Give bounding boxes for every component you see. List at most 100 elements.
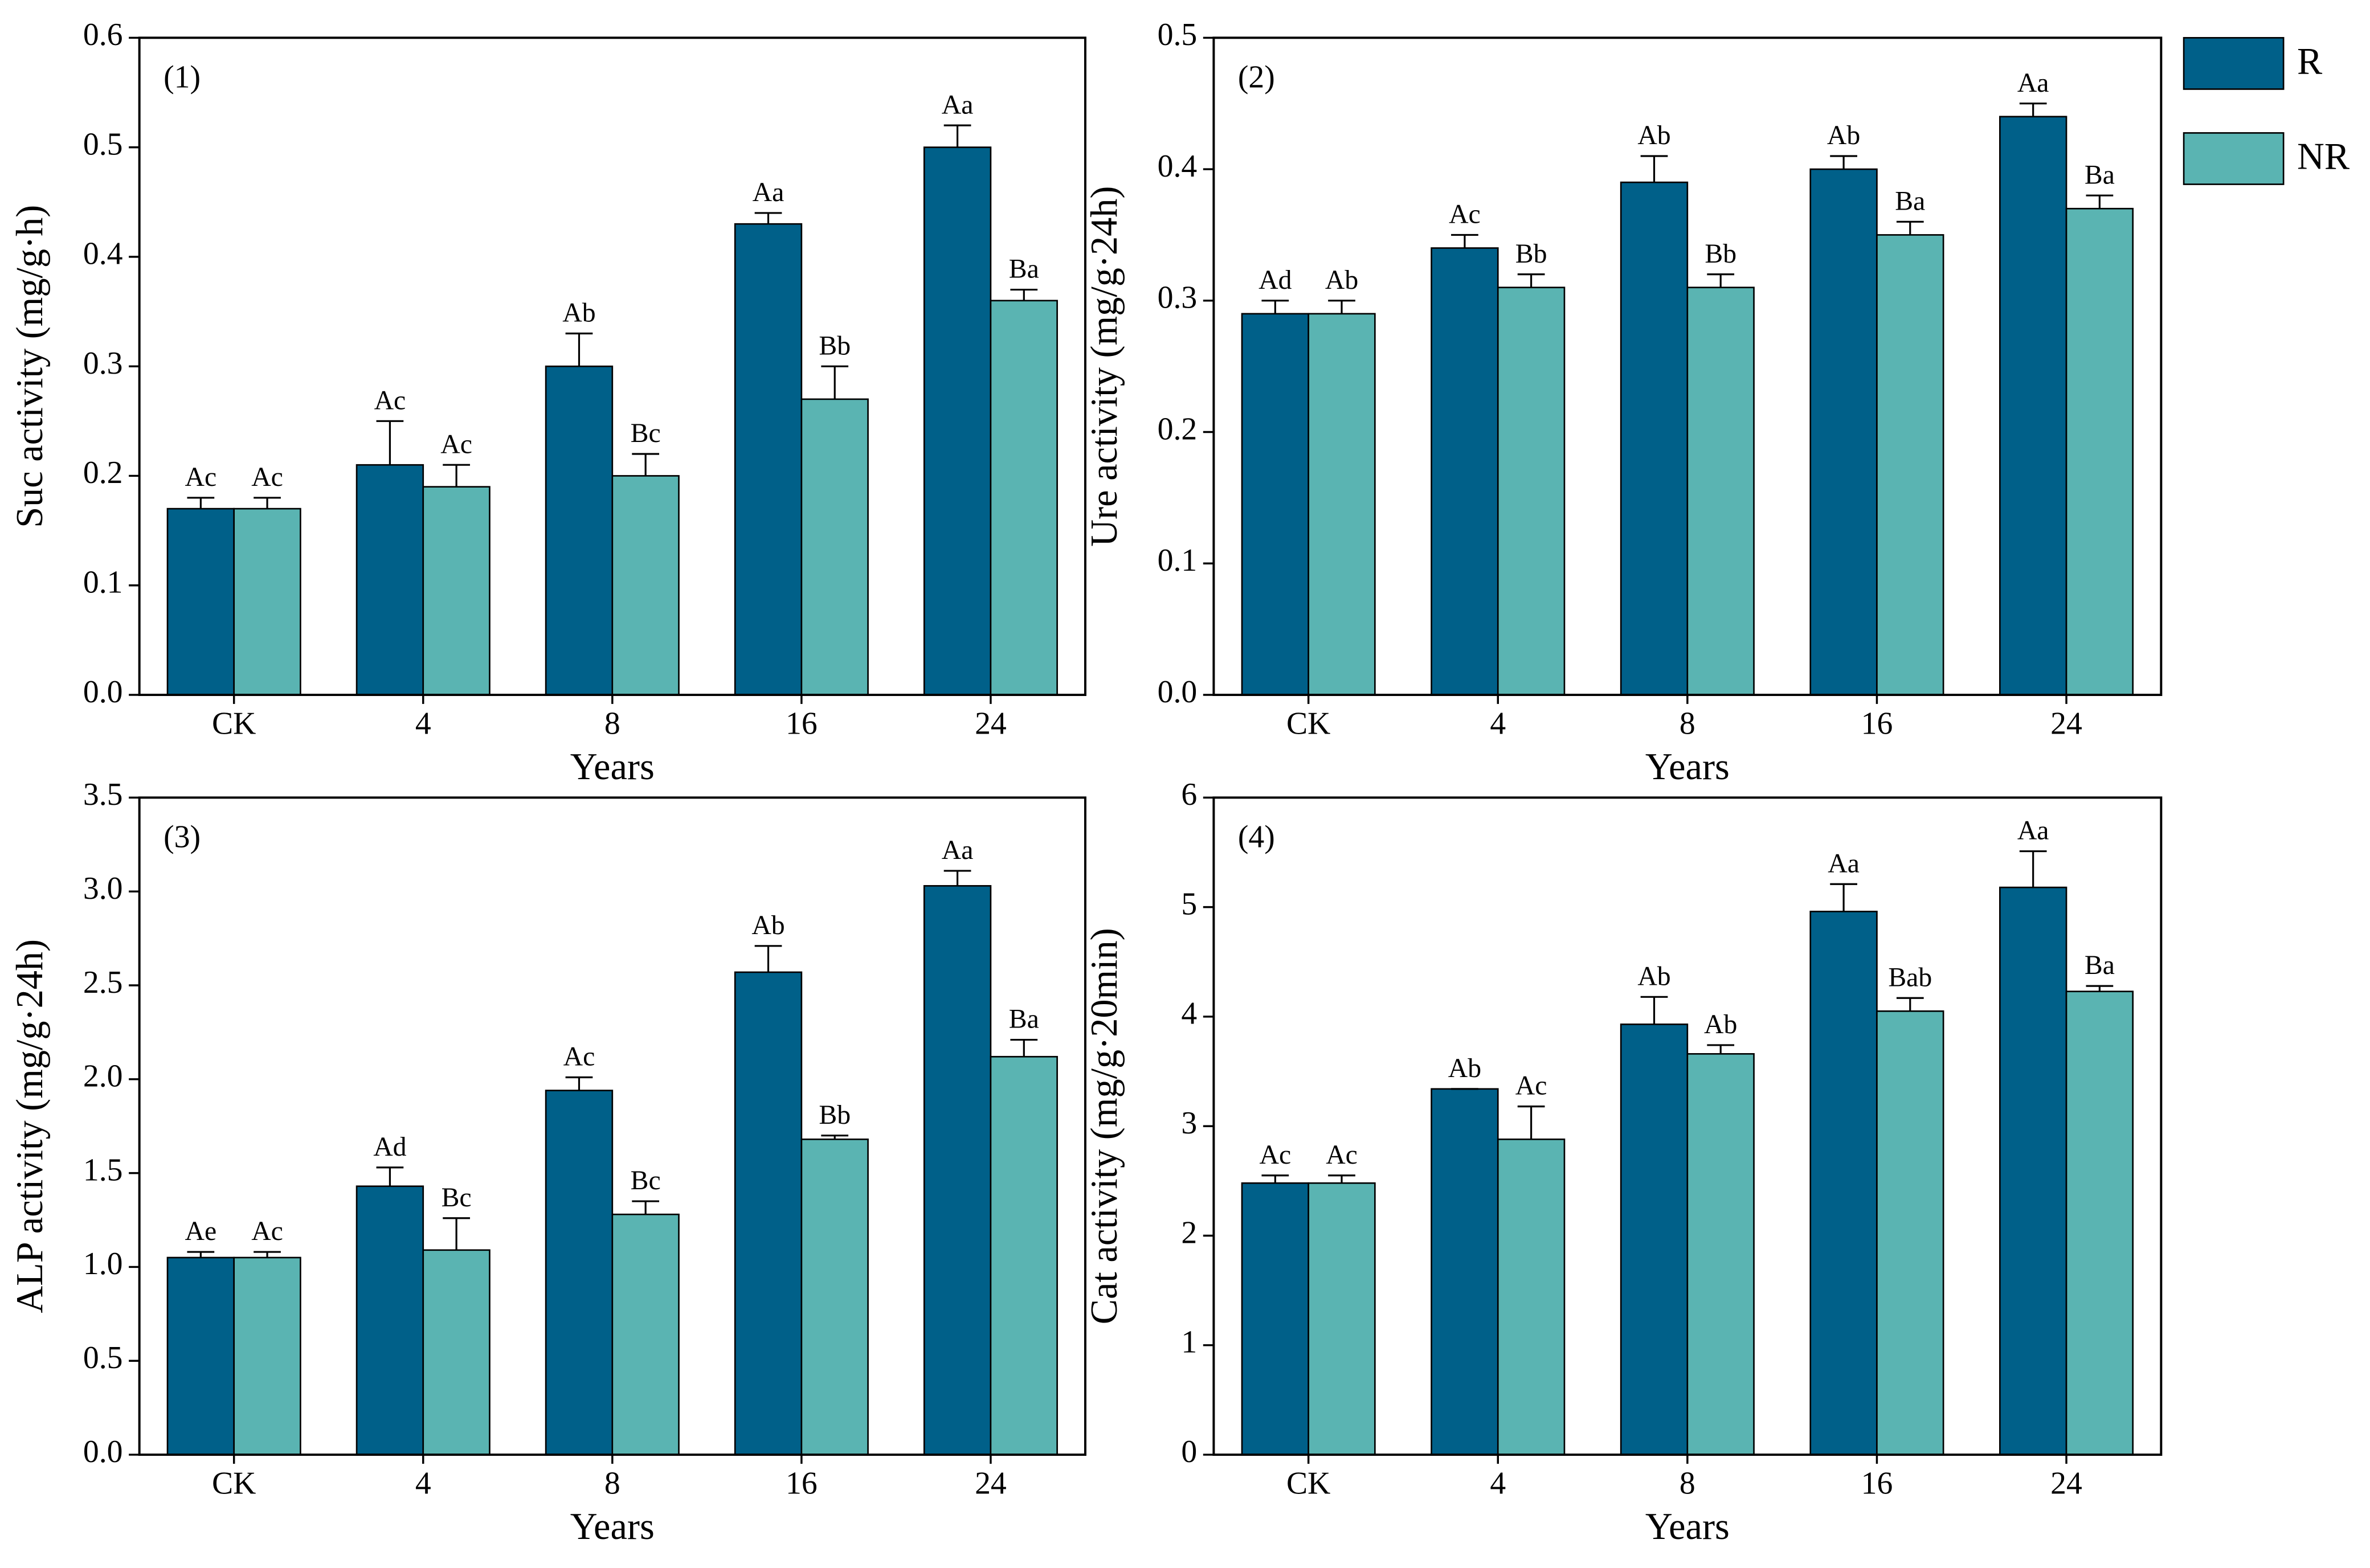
x-axis-label: Years xyxy=(1645,746,1730,788)
error-bar xyxy=(1517,1106,1545,1140)
significance-label: Ac xyxy=(251,462,283,492)
bar xyxy=(2065,207,2134,696)
error-bar xyxy=(943,124,971,148)
bar xyxy=(990,1055,1058,1456)
y-tick-label: 0.1 xyxy=(83,565,123,600)
error-bar xyxy=(1640,996,1668,1025)
y-tick-label: 4 xyxy=(1181,996,1197,1031)
y-tick-label: 3.0 xyxy=(83,871,123,906)
bar xyxy=(545,365,614,696)
bar xyxy=(166,1256,235,1456)
y-tick-label: 0 xyxy=(1181,1434,1197,1469)
error-bar xyxy=(943,870,971,886)
bar xyxy=(990,300,1058,696)
error-bar xyxy=(1830,155,1857,170)
significance-label: Ab xyxy=(1637,961,1670,991)
panel-label: (4) xyxy=(1238,819,1275,854)
x-tick-label: 24 xyxy=(975,1466,1007,1501)
legend-swatch xyxy=(2183,132,2285,185)
significance-label: Ba xyxy=(1009,1004,1039,1034)
significance-label: Ac xyxy=(563,1042,595,1072)
y-tick-label: 0.5 xyxy=(83,126,123,162)
significance-label: Bb xyxy=(1515,239,1547,269)
error-bar xyxy=(1896,997,1924,1012)
y-tick-label: 0.3 xyxy=(1158,280,1198,316)
significance-label: Aa xyxy=(2017,816,2049,846)
error-bar xyxy=(2019,850,2047,888)
y-tick-label: 0.5 xyxy=(1158,17,1198,52)
error-bar xyxy=(754,945,782,972)
y-tick-label: 0.6 xyxy=(83,17,123,52)
bar xyxy=(800,1138,869,1456)
bar xyxy=(356,1185,424,1456)
significance-label: Aa xyxy=(2017,68,2049,98)
error-bar xyxy=(1707,1044,1735,1054)
error-bar xyxy=(1328,300,1355,314)
error-bar xyxy=(565,1076,593,1091)
y-tick-label: 3.5 xyxy=(83,777,123,812)
x-tick-label: CK xyxy=(1286,706,1330,741)
significance-label: Ac xyxy=(440,429,472,459)
error-bar xyxy=(443,464,470,487)
significance-label: Ab xyxy=(1827,120,1860,150)
panel-label: (1) xyxy=(164,59,201,95)
significance-label: Ba xyxy=(2085,950,2115,980)
panel-label: (3) xyxy=(164,819,201,854)
y-tick-label: 2 xyxy=(1181,1215,1197,1250)
x-tick-label: CK xyxy=(212,1466,256,1501)
significance-label: Bab xyxy=(1888,962,1932,992)
bar xyxy=(1809,911,1878,1456)
bar xyxy=(1809,168,1878,696)
significance-label: Ba xyxy=(1009,254,1039,284)
x-tick-label: 24 xyxy=(2050,706,2082,741)
axes-frame xyxy=(138,796,1086,1456)
bar xyxy=(1999,886,2067,1456)
y-tick-label: 2.0 xyxy=(83,1059,123,1094)
significance-label: Ae xyxy=(185,1216,217,1246)
y-tick-label: 0.3 xyxy=(83,346,123,381)
x-axis-label: Years xyxy=(570,1506,655,1547)
bar xyxy=(1431,247,1499,696)
significance-label: Ad xyxy=(1258,265,1292,295)
legend-label: NR xyxy=(2297,136,2350,177)
error-bar xyxy=(1896,220,1924,235)
error-bar xyxy=(2019,103,2047,117)
y-tick-label: 0.2 xyxy=(1158,411,1198,447)
y-tick-label: 0.5 xyxy=(83,1340,123,1375)
x-tick-label: 8 xyxy=(604,706,620,741)
y-axis-label: Ure activity (mg/g·24h) xyxy=(1084,186,1125,546)
bar xyxy=(1686,1053,1755,1456)
x-tick-label: CK xyxy=(1286,1466,1330,1501)
bar xyxy=(2065,990,2134,1456)
x-axis-label: Years xyxy=(570,746,655,788)
y-tick-label: 0.0 xyxy=(83,674,123,710)
bar xyxy=(734,971,803,1456)
error-bar xyxy=(1830,883,1857,912)
significance-label: Ab xyxy=(751,910,784,940)
significance-label: Aa xyxy=(942,835,974,865)
bar xyxy=(1999,116,2067,696)
bar xyxy=(356,464,424,696)
x-tick-label: 4 xyxy=(1490,1466,1506,1501)
bar xyxy=(1620,1024,1689,1456)
bar xyxy=(800,398,869,696)
y-tick-label: 6 xyxy=(1181,777,1197,812)
bar xyxy=(1620,181,1689,696)
x-axis-label: Years xyxy=(1645,1506,1730,1547)
error-bar xyxy=(1517,273,1545,288)
significance-label: Ac xyxy=(1260,1140,1292,1170)
significance-label: Aa xyxy=(753,177,784,207)
x-tick-label: 16 xyxy=(1861,706,1893,741)
error-bar xyxy=(1451,234,1478,248)
significance-label: Ac xyxy=(185,462,217,492)
bar xyxy=(545,1090,614,1456)
significance-label: Ac xyxy=(251,1216,283,1246)
x-tick-label: 4 xyxy=(415,706,431,741)
bar xyxy=(422,1249,491,1456)
error-bar xyxy=(443,1217,470,1250)
error-bar xyxy=(821,1135,849,1140)
error-bar xyxy=(254,497,281,509)
axes-frame xyxy=(1212,36,2163,697)
bar xyxy=(1241,313,1310,696)
